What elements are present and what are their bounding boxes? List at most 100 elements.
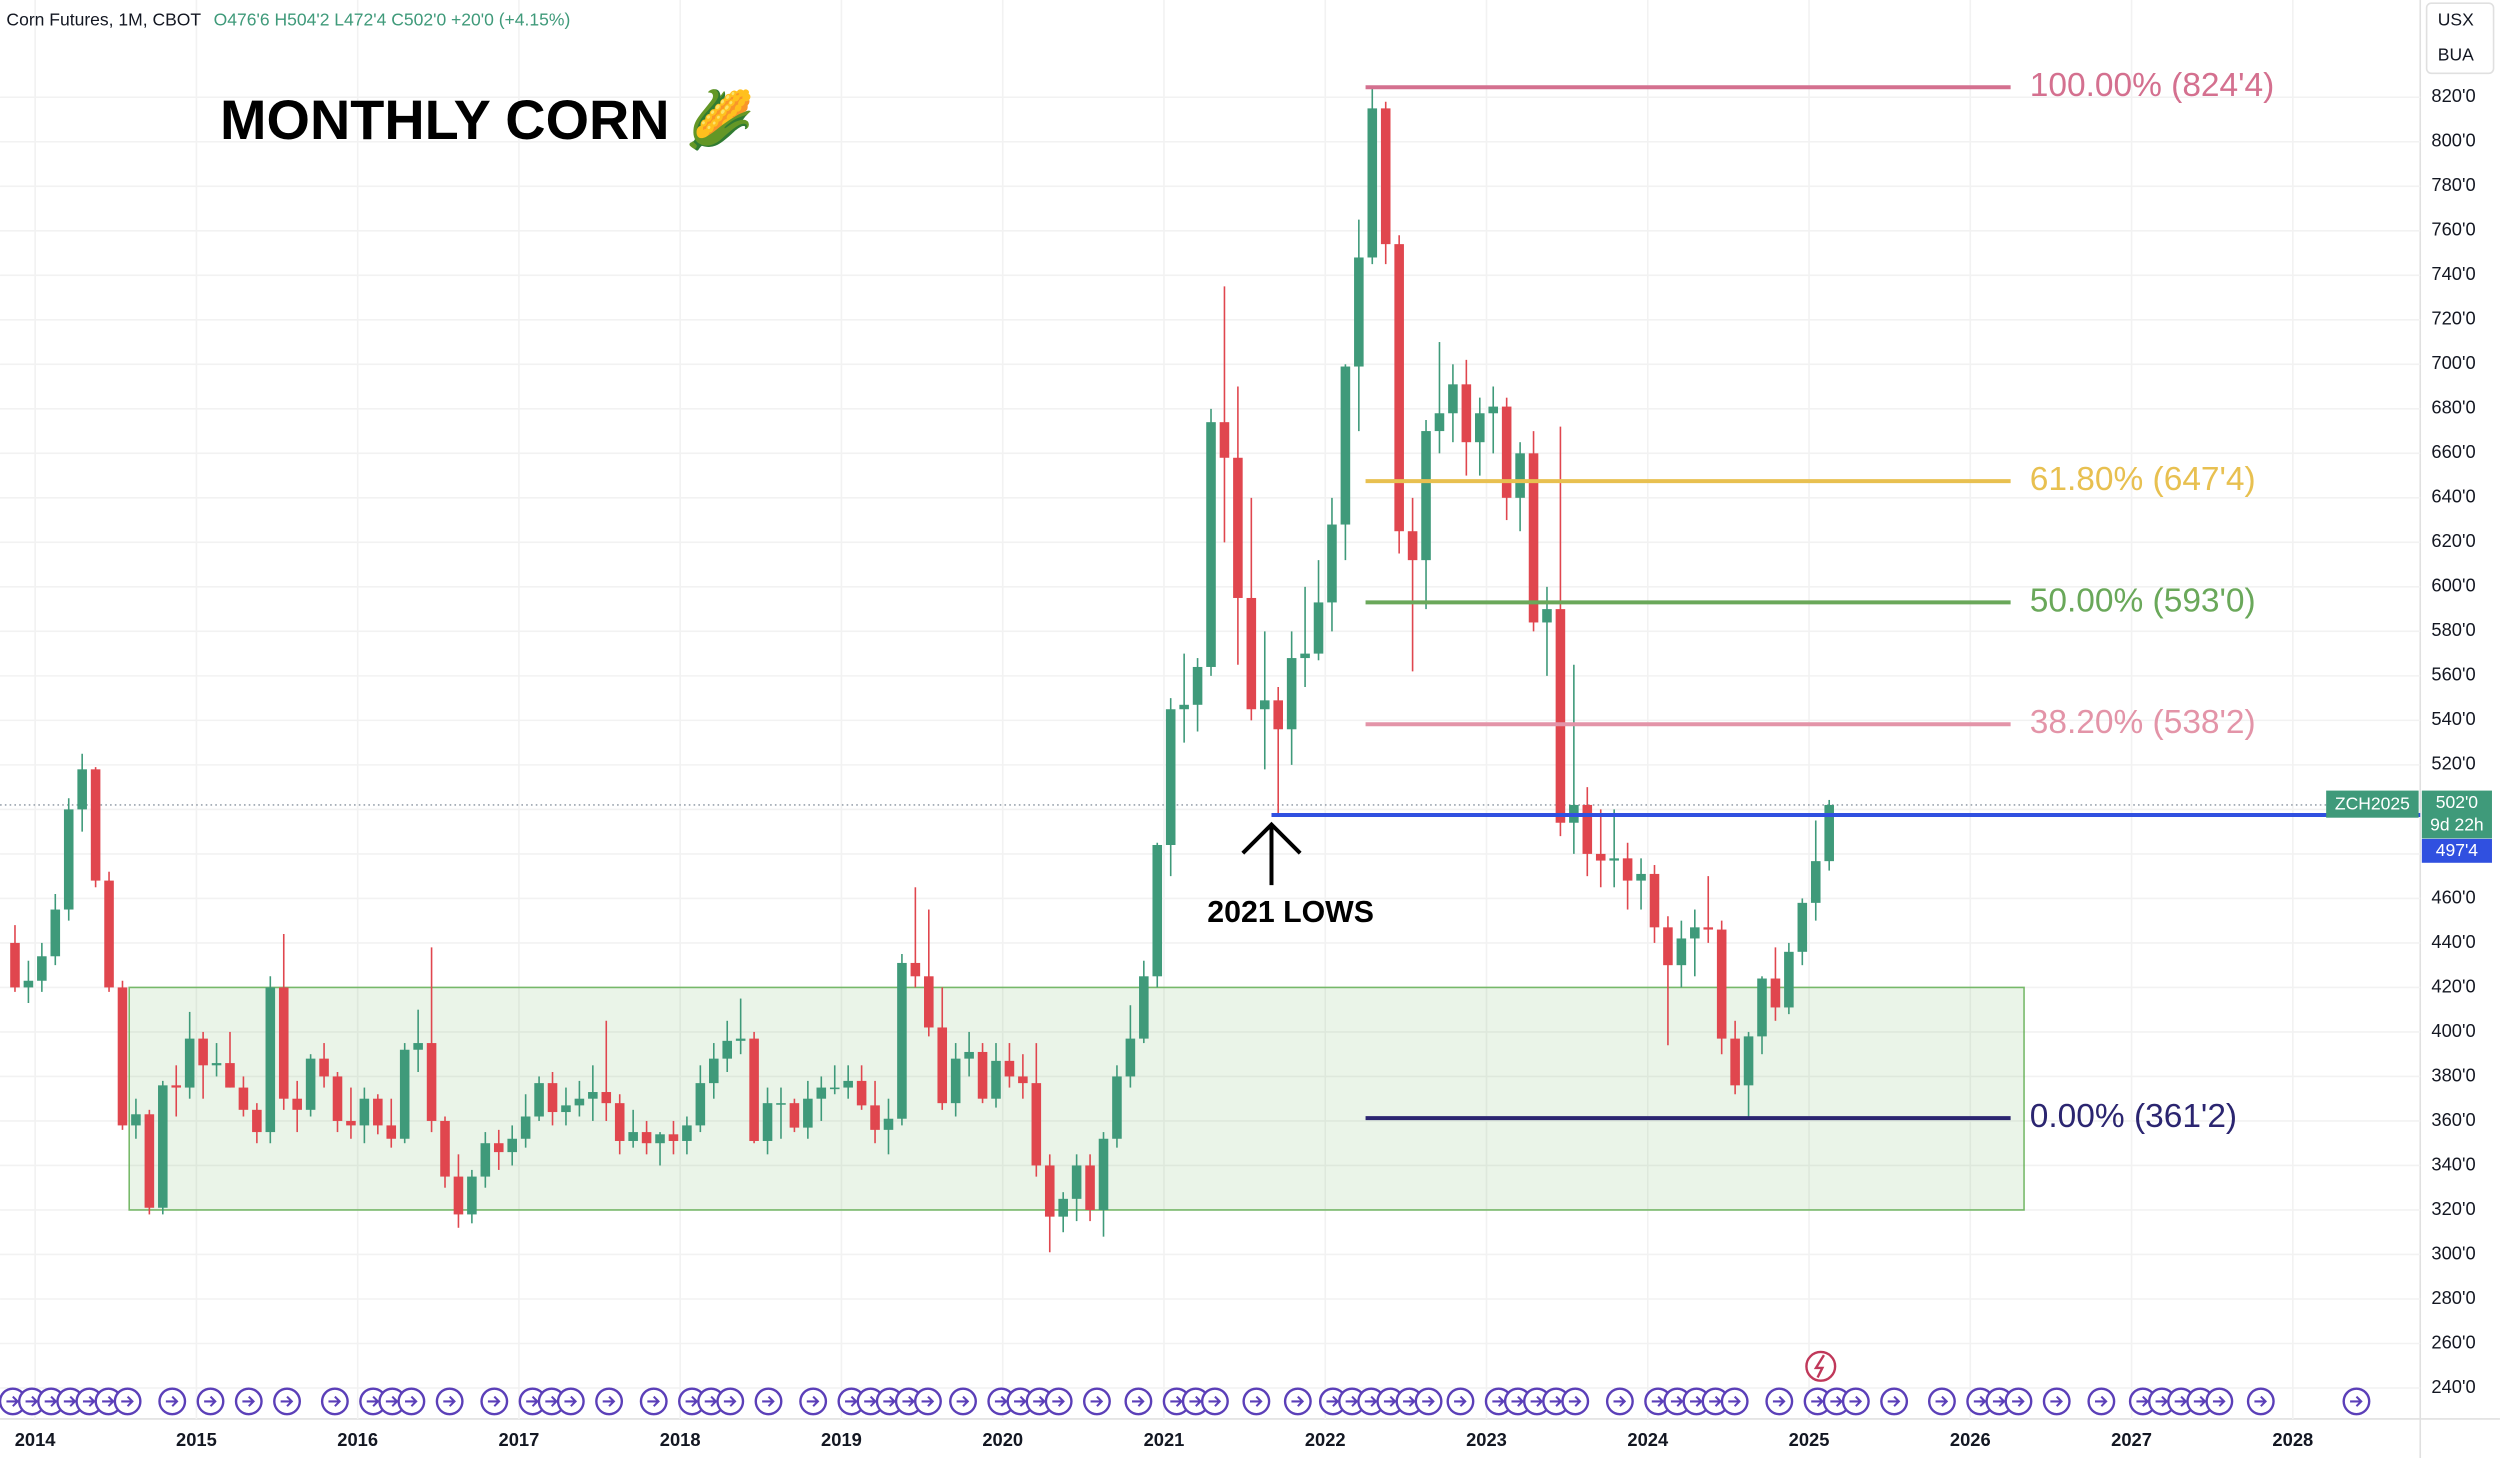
x-tick-label: 2016 bbox=[337, 1429, 378, 1450]
currency-box[interactable] bbox=[2425, 2, 2495, 75]
candle-body bbox=[1676, 938, 1687, 966]
event-icon-glyph bbox=[564, 1395, 578, 1407]
candle-body bbox=[77, 769, 87, 810]
candle-body bbox=[1407, 531, 1418, 561]
x-tick-label: 2022 bbox=[1305, 1429, 1346, 1450]
event-icon-glyph bbox=[1772, 1395, 1786, 1407]
candle-body bbox=[278, 987, 289, 1099]
candle-body bbox=[131, 1114, 141, 1126]
currency[interactable]: USX bbox=[2438, 9, 2474, 29]
candle-body bbox=[104, 880, 114, 988]
candle-body bbox=[1044, 1165, 1055, 1217]
event-icon-glyph bbox=[2094, 1395, 2108, 1407]
candle-body bbox=[507, 1138, 517, 1153]
x-tick-label: 2027 bbox=[2111, 1429, 2152, 1450]
fib-label: 38.20% (538'2) bbox=[2030, 704, 2256, 741]
candle-body bbox=[1730, 1038, 1740, 1086]
event-icon-glyph bbox=[1492, 1395, 1505, 1407]
candle-body bbox=[158, 1085, 168, 1208]
y-tick-label: 740'0 bbox=[2431, 263, 2475, 284]
candle-body bbox=[225, 1063, 235, 1088]
event-icon-glyph bbox=[956, 1395, 970, 1407]
candle-body bbox=[843, 1080, 853, 1088]
event-icon-glyph bbox=[1728, 1395, 1741, 1407]
candle-body bbox=[547, 1083, 558, 1113]
unit[interactable]: BUA bbox=[2438, 44, 2474, 64]
candle-body bbox=[722, 1040, 733, 1059]
candle-body bbox=[668, 1134, 679, 1141]
event-icons bbox=[0, 1350, 2371, 1416]
y-tick-label: 240'0 bbox=[2431, 1376, 2475, 1397]
candle-body bbox=[1340, 366, 1351, 525]
candle-body bbox=[50, 909, 61, 957]
overlays: 100.00% (824'4) 61.80% (647'4) 50.00% (593… bbox=[1207, 67, 2492, 1135]
candle-body bbox=[1018, 1076, 1028, 1084]
event-icon-glyph bbox=[204, 1395, 217, 1407]
candle-body bbox=[655, 1134, 665, 1144]
event-icon-glyph bbox=[647, 1395, 660, 1407]
candle-body bbox=[856, 1080, 867, 1106]
event-icon-glyph bbox=[443, 1395, 456, 1407]
candle-body bbox=[1770, 978, 1781, 1008]
candle-body bbox=[950, 1058, 961, 1104]
candle-body bbox=[453, 1176, 464, 1215]
event-icon-glyph bbox=[385, 1395, 399, 1407]
event-icon-glyph bbox=[1549, 1395, 1563, 1407]
x-tick-label: 2017 bbox=[499, 1429, 540, 1450]
y-tick-label: 280'0 bbox=[2431, 1287, 2475, 1308]
candle-body bbox=[897, 962, 907, 1119]
candle-body bbox=[10, 942, 20, 988]
candle-body bbox=[1098, 1138, 1109, 1210]
annotation: 2021 LOWS bbox=[1207, 896, 1374, 929]
candle-body bbox=[198, 1038, 208, 1066]
candle-body bbox=[493, 1143, 504, 1153]
candle-body bbox=[1112, 1076, 1122, 1139]
y-tick-label: 560'0 bbox=[2431, 664, 2475, 685]
candle-body bbox=[1690, 927, 1700, 939]
candle-body bbox=[305, 1058, 316, 1110]
y-tick-label: 260'0 bbox=[2431, 1331, 2475, 1352]
x-tick-label: 2015 bbox=[176, 1429, 217, 1450]
candle-body bbox=[332, 1076, 343, 1121]
candle-body bbox=[614, 1103, 625, 1141]
candle-body bbox=[762, 1103, 773, 1141]
y-tick-label: 660'0 bbox=[2431, 441, 2475, 462]
event-icon-glyph bbox=[1250, 1395, 1263, 1407]
y-tick-label: 400'0 bbox=[2431, 1020, 2475, 1041]
event-icon-glyph bbox=[6, 1395, 20, 1407]
event-icon-glyph bbox=[845, 1395, 858, 1407]
candle-body bbox=[991, 1060, 1001, 1099]
last-price-tag-bg bbox=[2421, 790, 2492, 839]
candle-body bbox=[1582, 804, 1593, 854]
candle-body bbox=[910, 962, 921, 977]
candle-body bbox=[399, 1049, 410, 1139]
candle-body bbox=[816, 1087, 827, 1099]
countdown: 9d 22h bbox=[2430, 814, 2484, 834]
candle-body bbox=[695, 1083, 706, 1126]
candle-body bbox=[1663, 927, 1673, 966]
candle-body bbox=[1810, 861, 1821, 903]
candle-body bbox=[319, 1058, 329, 1077]
event-icon-glyph bbox=[1690, 1395, 1703, 1407]
support-tag-bg bbox=[2421, 838, 2492, 863]
symbol-tag-bg bbox=[2326, 790, 2419, 818]
x-tick-label: 2024 bbox=[1627, 1429, 1669, 1450]
event-icon-glyph bbox=[165, 1395, 179, 1407]
arrow bbox=[1241, 821, 1302, 886]
candle-body bbox=[883, 1118, 894, 1130]
candle-body bbox=[1461, 384, 1472, 443]
event-icon-glyph bbox=[2155, 1395, 2169, 1407]
y-tick-label: 780'0 bbox=[2431, 174, 2475, 195]
candle-body bbox=[682, 1125, 692, 1141]
candle-body bbox=[1448, 384, 1458, 414]
candle-body bbox=[117, 987, 128, 1126]
candle-body bbox=[1367, 108, 1378, 258]
event-icon-glyph bbox=[704, 1395, 718, 1407]
event-icon-glyph bbox=[1383, 1395, 1397, 1407]
candle-body bbox=[1595, 853, 1606, 861]
candle-body bbox=[1609, 858, 1619, 861]
candle-body bbox=[1286, 658, 1297, 730]
candle-body bbox=[90, 769, 101, 881]
